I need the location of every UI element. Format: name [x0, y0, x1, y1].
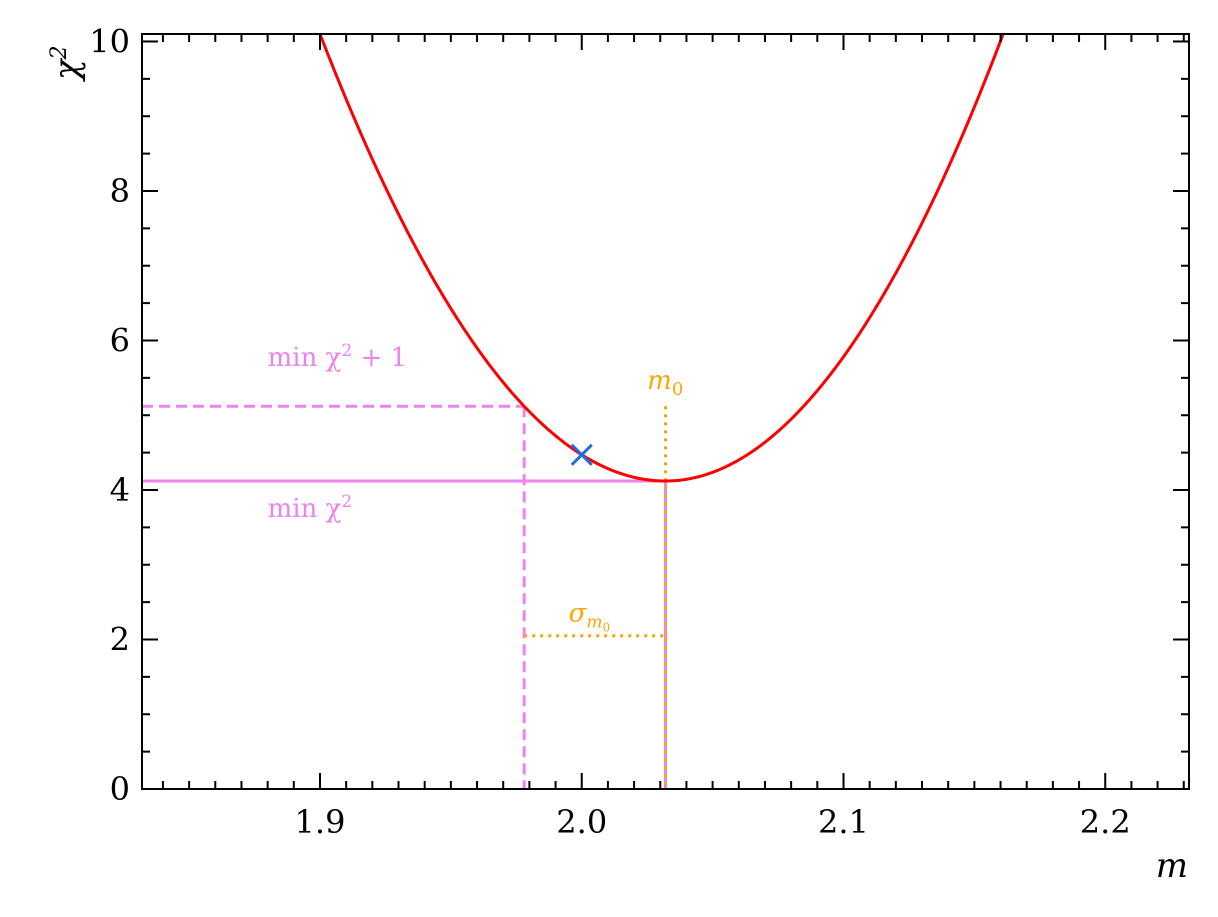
x-tick-label: 2.0: [556, 803, 607, 841]
y-tick-label: 6: [110, 321, 130, 359]
label-m0-base: m: [647, 366, 672, 396]
y-tick-label: 8: [110, 172, 130, 210]
label-min-chi2-plus-1: min χ2 + 1: [268, 341, 407, 373]
label-min-chi2-plus-1-sup: 2: [341, 341, 352, 361]
x-tick-label: 1.9: [295, 803, 346, 841]
y-tick-label: 4: [110, 471, 130, 509]
x-axis-label: m: [1156, 846, 1188, 886]
marker-x-stroke: [570, 443, 593, 466]
svg-text:χ2: χ2: [47, 45, 87, 82]
label-m0: m0: [647, 366, 683, 400]
x-tick-label: 2.1: [818, 803, 869, 841]
label-sigma-base: σ: [569, 599, 588, 629]
label-min-chi2: min χ2: [268, 492, 353, 524]
label-min-chi2-plus-1-suffix: + 1: [352, 343, 407, 373]
chi2-curve: [318, 33, 1005, 483]
label-min-chi2-sup: 2: [341, 492, 352, 512]
x-tick-label: 2.2: [1080, 803, 1131, 841]
y-tick-label: 10: [89, 22, 130, 60]
y-axis-label-base: χ: [47, 57, 87, 82]
label-m0-sub: 0: [672, 379, 683, 400]
label-sigma-sub: m: [586, 613, 602, 633]
y-tick-label: 0: [110, 770, 130, 808]
plot-content: [142, 33, 1005, 789]
label-min-chi2-plus-1-text: min χ: [268, 343, 342, 373]
plot-frame: [141, 33, 1190, 790]
y-axis-label-sup: 2: [47, 45, 72, 60]
y-tick-label: 2: [110, 620, 130, 658]
marker-x: [570, 443, 593, 466]
label-sigma-subsub: 0: [603, 621, 611, 635]
tick-labels: 1.9 2.0 2.1 2.2 0 2 4 6 8 10: [89, 22, 1130, 841]
axis-ticks: [142, 34, 1189, 790]
y-axis-label: χ2: [47, 45, 87, 82]
label-min-chi2-text: min χ: [268, 494, 342, 524]
label-sigma: σm0: [569, 599, 611, 635]
